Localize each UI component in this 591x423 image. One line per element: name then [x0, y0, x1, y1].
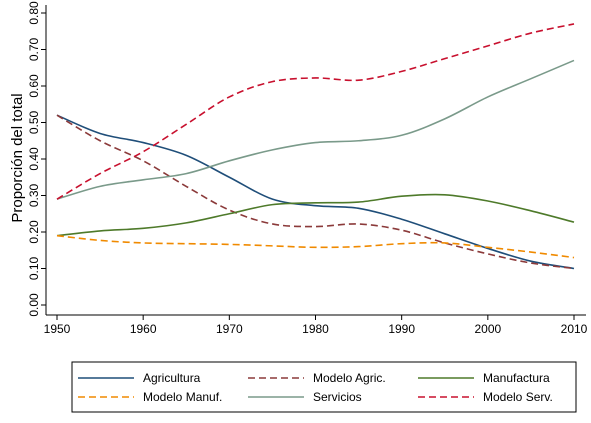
legend-box: [71, 361, 577, 413]
y-axis-ticks: 0.00 0.10 0.20 0.30 0.40 0.50 0.60 0.70 0.80: [27, 1, 46, 317]
legend-label-modelo-manuf: Modelo Manuf.: [143, 390, 222, 404]
legend-label-servicios: Servicios: [313, 390, 362, 404]
y-axis-title: Proporción del total: [9, 93, 26, 222]
legend: Agricultura Modelo Agric. Manufactura Model…: [71, 361, 577, 413]
legend-label-manufactura: Manufactura: [483, 371, 550, 385]
x-tick-label: 2000: [474, 322, 501, 336]
x-tick-label: 1980: [302, 322, 329, 336]
y-tick-label: 0.60: [27, 74, 41, 98]
plot-area: 0.00 0.10 0.20 0.30 0.40 0.50 0.60 0.70 0.80 195…: [27, 1, 588, 336]
legend-label-modelo-serv: Modelo Serv.: [483, 390, 553, 404]
series-line-modelo-manuf: [56, 234, 575, 259]
y-tick-label: 0.30: [27, 183, 41, 207]
x-axis-ticks: 1950 1960 1970 1980 1990 2000 2010: [44, 315, 588, 336]
x-tick-label: 1970: [216, 322, 243, 336]
series-line-agricultura: [56, 114, 575, 270]
x-tick-label: 1960: [130, 322, 157, 336]
legend-label-agricultura: Agricultura: [143, 371, 201, 385]
legend-items: Agricultura Modelo Agric. Manufactura Model…: [78, 371, 553, 404]
x-tick-label: 1990: [388, 322, 415, 336]
y-tick-label: 0.80: [27, 1, 41, 25]
series-line-modelo-serv: [56, 23, 575, 200]
y-tick-label: 0.40: [27, 147, 41, 171]
series-line-servicios: [56, 59, 575, 200]
y-tick-label: 0.00: [27, 293, 41, 317]
series-line-modelo-agric: [56, 114, 575, 270]
y-tick-label: 0.20: [27, 220, 41, 244]
x-tick-label: 2010: [561, 322, 588, 336]
y-tick-label: 0.70: [27, 37, 41, 61]
y-tick-label: 0.50: [27, 110, 41, 134]
series-line-manufactura: [56, 193, 575, 237]
legend-label-modelo-agric: Modelo Agric.: [313, 371, 386, 385]
x-tick-label: 1950: [44, 322, 71, 336]
series-lines: [56, 23, 575, 270]
y-tick-label: 0.10: [27, 256, 41, 280]
